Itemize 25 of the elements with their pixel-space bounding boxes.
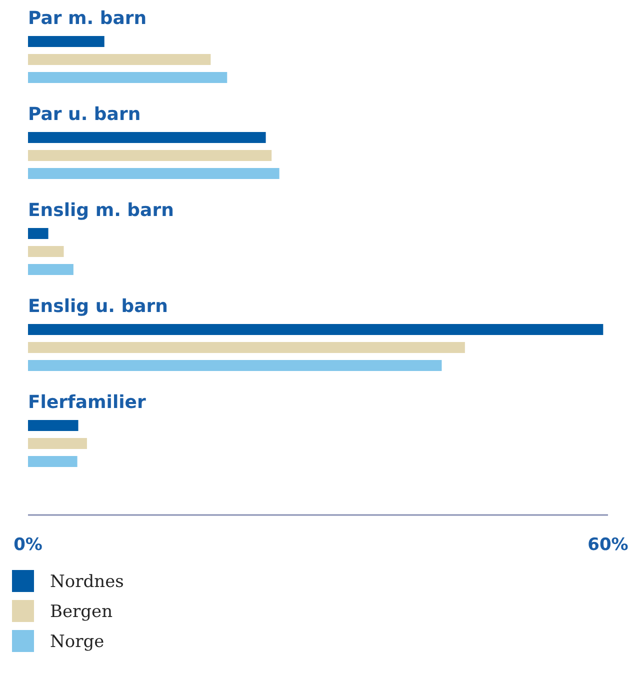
x-tick-label: 60% xyxy=(588,535,628,555)
y-tick-label: Flerfamilier xyxy=(28,392,146,413)
bar xyxy=(28,36,104,47)
bar xyxy=(28,72,228,83)
y-tick-label: Enslig m. barn xyxy=(28,200,174,221)
y-tick-label: Par m. barn xyxy=(28,8,147,29)
y-tick-label: Par u. barn xyxy=(28,104,141,125)
bar xyxy=(28,132,266,143)
legend-label: Bergen xyxy=(50,602,113,622)
bar xyxy=(28,456,78,467)
bar xyxy=(28,420,78,431)
bar xyxy=(28,360,442,371)
bar xyxy=(28,150,272,161)
bar xyxy=(28,246,64,257)
bar xyxy=(28,342,465,353)
bar xyxy=(28,54,211,65)
x-tick-label: 0% xyxy=(14,535,42,555)
y-tick-label: Enslig u. barn xyxy=(28,296,168,317)
bar xyxy=(28,324,604,335)
legend-label: Nordnes xyxy=(50,572,124,592)
legend-label: Norge xyxy=(50,632,104,652)
bar xyxy=(28,168,280,179)
bar xyxy=(28,438,87,449)
bar xyxy=(28,228,48,239)
bar xyxy=(28,264,74,275)
